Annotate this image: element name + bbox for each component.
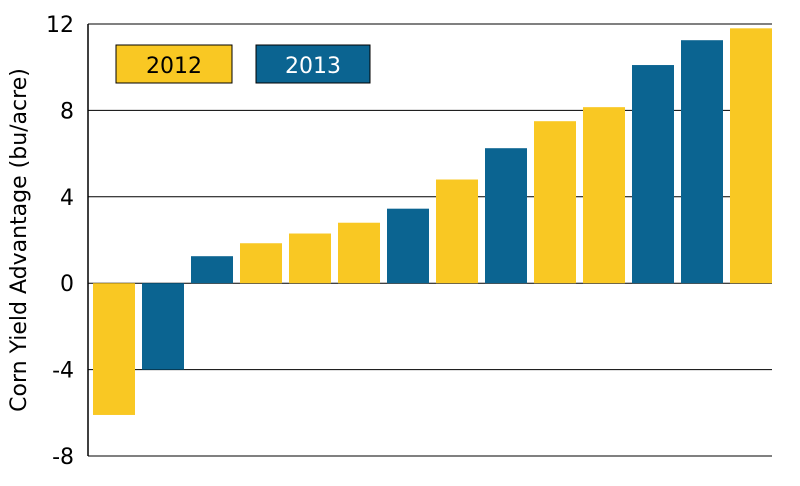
y-tick-label: 12: [46, 13, 74, 38]
legend: 2012 2013: [115, 44, 371, 84]
y-tick-label: 8: [60, 99, 74, 124]
legend-label-2013: 2013: [285, 54, 341, 79]
bar-2013: [632, 65, 674, 284]
bar-2013: [191, 256, 233, 284]
y-tick-labels: -8 -4 0 4 8 12: [46, 13, 74, 470]
bar-2012: [240, 243, 282, 284]
y-tick-label: -4: [52, 359, 74, 384]
bar-2013: [485, 148, 527, 284]
bar-2013: [681, 40, 723, 284]
bar-2013: [142, 283, 184, 370]
y-axis-title: Corn Yield Advantage (bu/acre): [7, 68, 32, 412]
legend-swatch-2013: [255, 44, 371, 84]
bar-2012: [289, 233, 331, 284]
bar-2012: [338, 222, 380, 284]
bar-2012: [583, 107, 625, 284]
bar-2012: [436, 179, 478, 284]
y-tick-label: -8: [52, 445, 74, 470]
bar-2012: [730, 28, 772, 284]
legend-swatch-2012: [115, 44, 233, 84]
bar-2013: [387, 208, 429, 284]
bars-group: [93, 28, 772, 415]
bar-2012: [93, 283, 135, 415]
bar-2012: [534, 121, 576, 284]
y-tick-label: 0: [60, 272, 74, 297]
legend-label-2012: 2012: [146, 54, 202, 79]
y-tick-label: 4: [60, 186, 74, 211]
